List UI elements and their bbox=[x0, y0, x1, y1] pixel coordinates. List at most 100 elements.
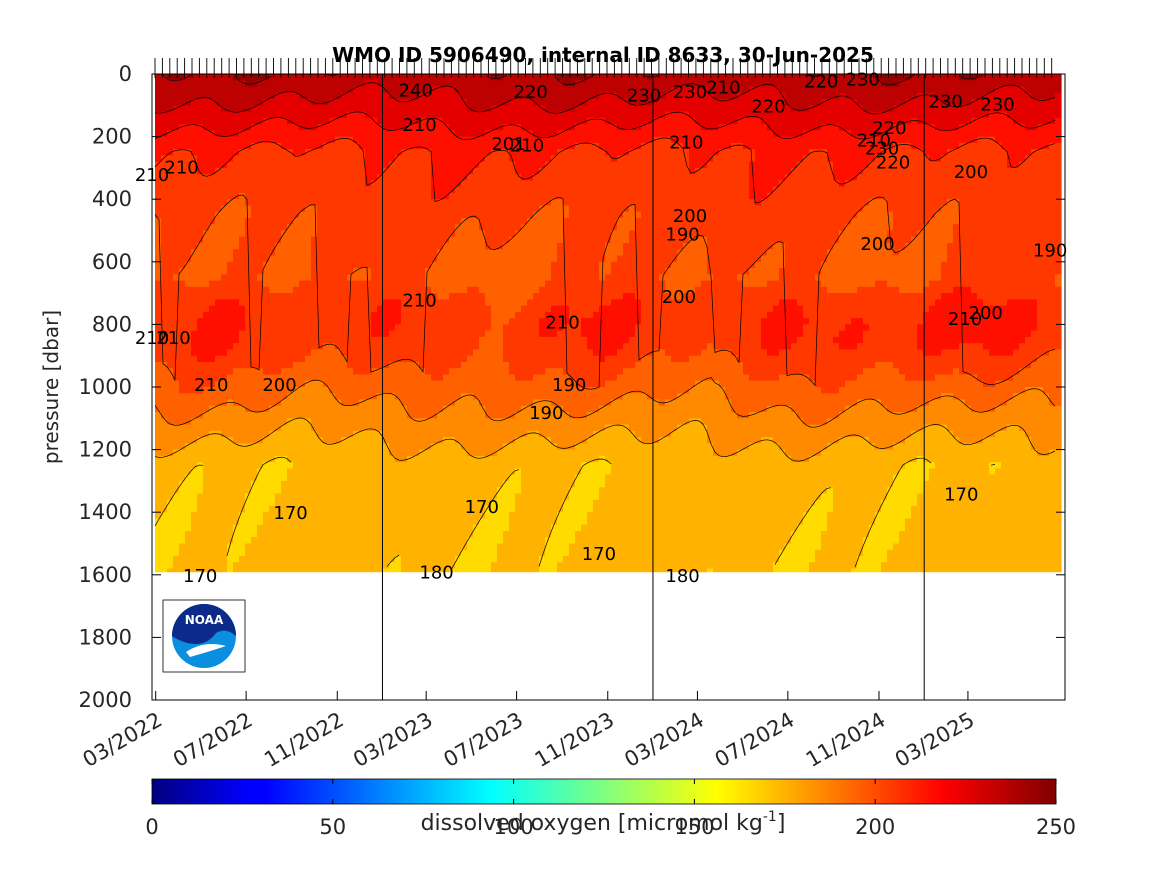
field-cell bbox=[431, 117, 438, 125]
field-cell bbox=[383, 443, 390, 451]
field-cell bbox=[329, 311, 336, 319]
field-cell bbox=[293, 249, 300, 257]
field-cell bbox=[455, 255, 462, 263]
field-cell bbox=[365, 286, 372, 294]
field-cell bbox=[239, 274, 246, 282]
field-cell bbox=[371, 418, 378, 426]
field-cell bbox=[161, 180, 168, 188]
field-cell bbox=[305, 149, 312, 156]
field-cell bbox=[341, 449, 348, 457]
field-cell bbox=[305, 80, 312, 88]
field-cell bbox=[473, 368, 480, 376]
field-cell bbox=[377, 368, 384, 376]
field-cell bbox=[491, 549, 498, 557]
field-cell bbox=[479, 255, 486, 263]
field-cell bbox=[317, 236, 324, 244]
field-cell bbox=[269, 155, 276, 163]
field-cell bbox=[443, 537, 450, 545]
field-cell bbox=[383, 149, 390, 156]
field-cell bbox=[185, 474, 192, 482]
field-cell bbox=[329, 218, 336, 225]
field-cell bbox=[155, 180, 162, 188]
field-cell bbox=[365, 74, 372, 81]
field-cell bbox=[473, 218, 480, 225]
field-cell bbox=[311, 155, 318, 163]
field-cell bbox=[353, 355, 360, 363]
field-cell bbox=[521, 549, 528, 557]
field-cell bbox=[197, 549, 204, 557]
field-cell bbox=[335, 562, 342, 570]
field-cell bbox=[197, 355, 204, 363]
field-cell bbox=[443, 80, 450, 88]
field-cell bbox=[395, 437, 402, 444]
field-cell bbox=[239, 211, 246, 219]
field-cell bbox=[353, 111, 360, 119]
field-cell bbox=[461, 318, 468, 325]
field-cell bbox=[257, 393, 264, 401]
field-cell bbox=[269, 380, 276, 388]
field-cell bbox=[383, 80, 390, 88]
field-cell bbox=[467, 80, 474, 88]
field-cell bbox=[221, 117, 228, 125]
field-cell bbox=[455, 155, 462, 163]
field-cell bbox=[251, 130, 258, 138]
field-cell bbox=[365, 161, 372, 169]
field-cell bbox=[323, 343, 330, 351]
field-cell bbox=[401, 543, 408, 551]
field-cell bbox=[281, 236, 288, 244]
field-cell bbox=[335, 293, 342, 300]
oxygen-field bbox=[155, 74, 1062, 573]
field-cell bbox=[323, 349, 330, 357]
field-cell bbox=[437, 268, 444, 275]
field-cell bbox=[521, 186, 528, 194]
field-cell bbox=[191, 474, 198, 482]
field-cell bbox=[221, 80, 228, 88]
field-cell bbox=[449, 380, 456, 388]
field-cell bbox=[473, 449, 480, 457]
field-cell bbox=[251, 499, 258, 507]
field-cell bbox=[221, 549, 228, 557]
field-cell bbox=[299, 518, 306, 526]
field-cell bbox=[521, 261, 528, 269]
field-cell bbox=[389, 537, 396, 545]
field-cell bbox=[167, 80, 174, 88]
field-cell bbox=[467, 199, 474, 207]
field-cell bbox=[245, 205, 252, 213]
field-cell bbox=[191, 318, 198, 325]
field-cell bbox=[371, 355, 378, 363]
field-cell bbox=[269, 424, 276, 432]
field-cell bbox=[251, 512, 258, 520]
field-cell bbox=[395, 493, 402, 501]
field-cell bbox=[335, 161, 342, 169]
field-cell bbox=[389, 393, 396, 401]
field-cell bbox=[407, 374, 414, 382]
field-cell bbox=[497, 299, 504, 307]
field-cell bbox=[173, 518, 180, 526]
field-cell bbox=[467, 449, 474, 457]
field-cell bbox=[317, 336, 324, 344]
field-cell bbox=[299, 499, 306, 507]
field-cell bbox=[161, 318, 168, 325]
field-cell bbox=[395, 293, 402, 300]
field-cell bbox=[287, 443, 294, 451]
field-cell bbox=[197, 167, 204, 175]
field-cell bbox=[425, 362, 432, 369]
field-cell bbox=[413, 142, 420, 150]
field-cell bbox=[179, 524, 186, 532]
field-cell bbox=[389, 468, 396, 476]
field-cell bbox=[281, 211, 288, 219]
field-cell bbox=[479, 324, 486, 332]
field-cell bbox=[389, 167, 396, 175]
field-cell bbox=[419, 136, 426, 144]
field-cell bbox=[449, 311, 456, 319]
field-cell bbox=[359, 136, 366, 144]
field-cell bbox=[299, 249, 306, 257]
field-cell bbox=[269, 374, 276, 382]
field-cell bbox=[335, 380, 342, 388]
field-cell bbox=[461, 274, 468, 282]
field-cell bbox=[485, 393, 492, 401]
field-cell bbox=[515, 268, 522, 275]
field-cell bbox=[257, 249, 264, 257]
field-cell bbox=[167, 412, 174, 419]
field-cell bbox=[443, 412, 450, 419]
